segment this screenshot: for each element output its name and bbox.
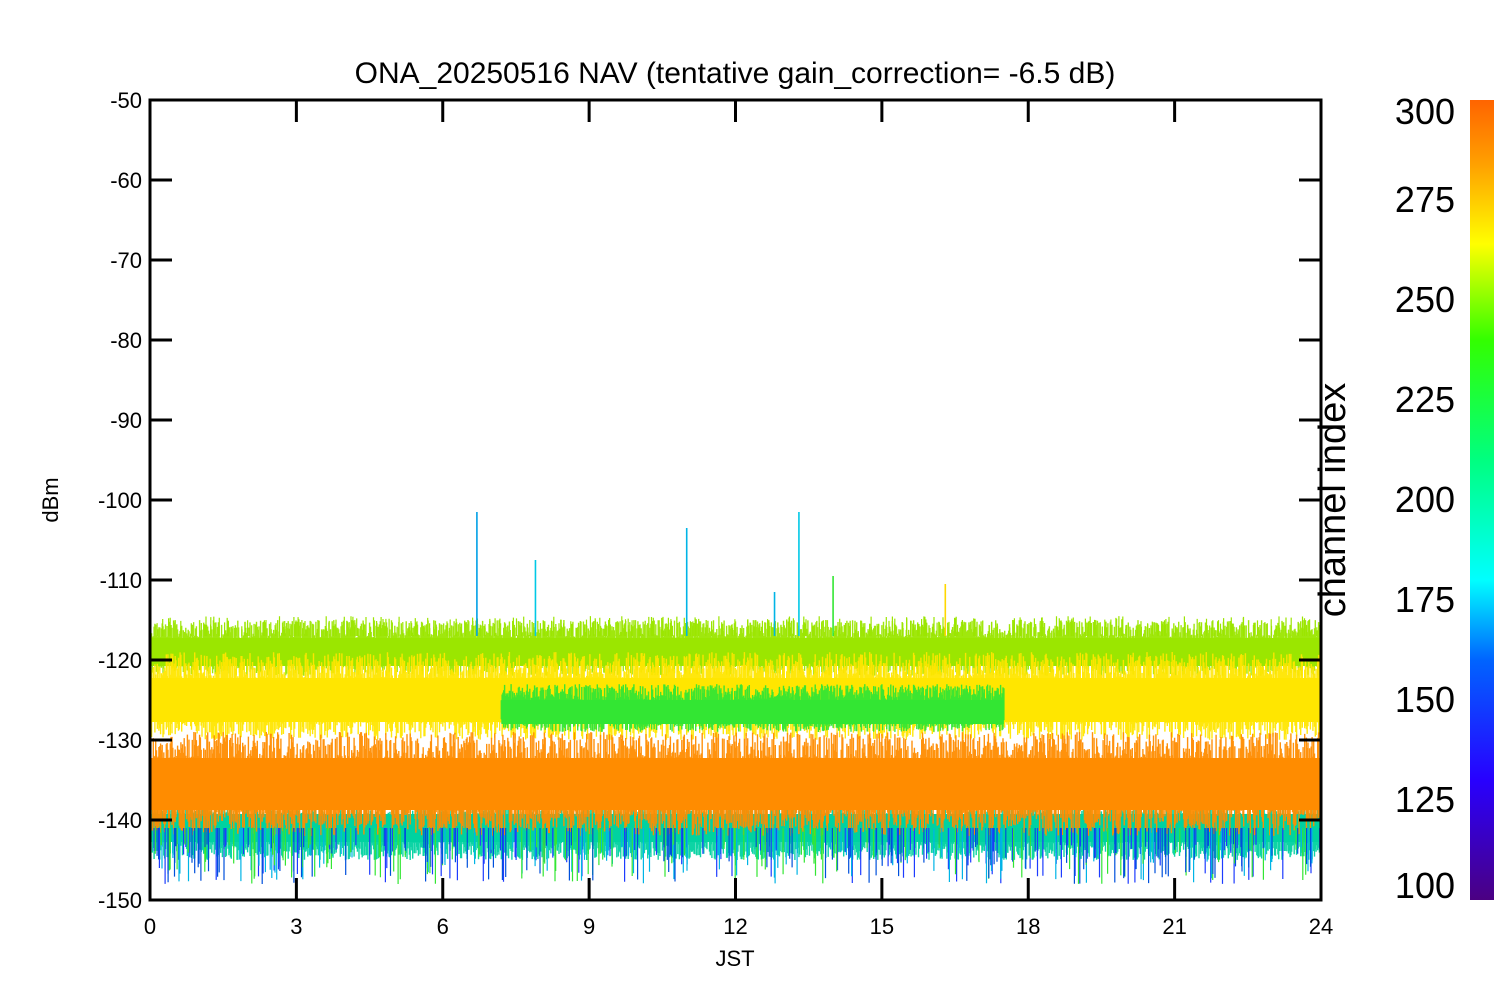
y-tick-label: -140: [98, 808, 142, 833]
y-tick-label: -70: [110, 248, 142, 273]
x-axis: 0 3 6 9 12 15 18 21 24: [144, 100, 1333, 939]
colorbar-tick-label: 200: [1395, 479, 1455, 520]
series-channel-258: [149, 620, 1322, 676]
series-tail-noise: [149, 828, 1321, 884]
colorbar-tick-label: 100: [1395, 865, 1455, 906]
top-fringe: [156, 616, 1322, 636]
y-axis: -50 -60 -70 -80 -90 -100 -110 -120 -130 -140 -150: [98, 88, 1321, 913]
y-tick-label: -50: [110, 88, 142, 113]
series-top-noise: [156, 616, 1322, 636]
y-tick-label: -120: [98, 648, 142, 673]
x-tick-label: 24: [1309, 914, 1333, 939]
colorbar-tick-label: 175: [1395, 579, 1455, 620]
series-channel-235: [500, 684, 1005, 732]
colorbar-tick-label: 275: [1395, 179, 1455, 220]
series-core: [150, 758, 1321, 810]
y-axis-label: dBm: [38, 477, 63, 522]
y-tick-label: -100: [98, 488, 142, 513]
x-tick-label: 3: [290, 914, 302, 939]
y-tick-label: -80: [110, 328, 142, 353]
y-tick-label: -60: [110, 168, 142, 193]
x-tick-label: 6: [437, 914, 449, 939]
colorbar: [1470, 100, 1494, 900]
series-core: [150, 638, 1321, 666]
series-channel-288: [149, 732, 1322, 836]
colorbar-tick-label: 300: [1395, 91, 1455, 132]
y-tick-label: -150: [98, 888, 142, 913]
y-tick-label: -110: [100, 568, 142, 593]
colorbar-tick-label: 250: [1395, 279, 1455, 320]
x-tick-label: 15: [870, 914, 894, 939]
colorbar-label: channel index: [1312, 383, 1354, 618]
tail-line: [154, 828, 1321, 884]
colorbar-tick-label: 150: [1395, 679, 1455, 720]
chart-title: ONA_20250516 NAV (tentative gain_correct…: [355, 57, 1116, 90]
x-tick-label: 18: [1016, 914, 1040, 939]
x-axis-label: JST: [715, 946, 754, 971]
y-tick-label: -130: [98, 728, 142, 753]
x-tick-label: 0: [144, 914, 156, 939]
colorbar-tick-label: 125: [1395, 779, 1455, 820]
colorbar-tick-label: 225: [1395, 379, 1455, 420]
plot-marks: [149, 512, 1322, 884]
colorbar-ticks: 300 275 250 225 200 175 150 125 100: [1395, 91, 1455, 906]
y-tick-label: -90: [110, 408, 142, 433]
x-tick-label: 21: [1162, 914, 1186, 939]
x-tick-label: 9: [583, 914, 595, 939]
series-core: [501, 700, 1004, 724]
x-tick-label: 12: [723, 914, 747, 939]
